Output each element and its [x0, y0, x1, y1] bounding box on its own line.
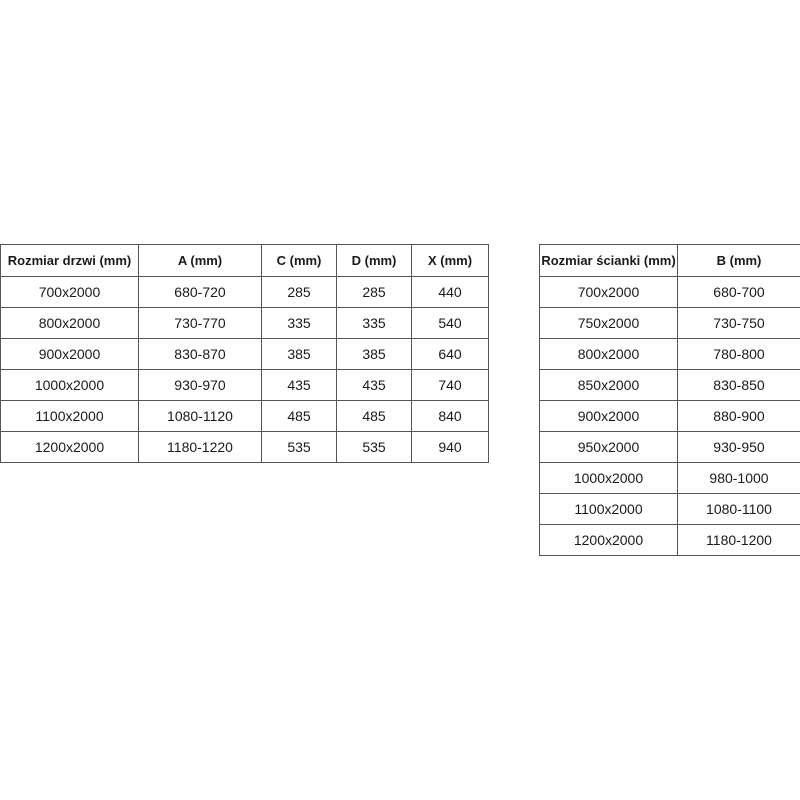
- table-row: 700x2000 680-720 285 285 440: [0, 276, 489, 308]
- table-cell: 680-720: [138, 276, 262, 308]
- table-row: 1200x2000 1180-1220 535 535 940: [0, 431, 489, 463]
- table-cell: 1180-1220: [138, 431, 262, 463]
- table-cell: 950x2000: [539, 431, 678, 463]
- table-cell: 900x2000: [539, 400, 678, 432]
- table-cell: 285: [336, 276, 412, 308]
- door-size-table: Rozmiar drzwi (mm) A (mm) C (mm) D (mm) X (m…: [0, 244, 489, 463]
- table-cell: 1000x2000: [0, 369, 139, 401]
- column-header: D (mm): [336, 244, 412, 277]
- table-header-row: Rozmiar ścianki (mm) B (mm): [539, 244, 800, 277]
- table-cell: 335: [336, 307, 412, 339]
- table-cell: 1200x2000: [0, 431, 139, 463]
- table-cell: 385: [261, 338, 337, 370]
- column-header: A (mm): [138, 244, 262, 277]
- table-cell: 1180-1200: [677, 524, 800, 556]
- table-cell: 830-850: [677, 369, 800, 401]
- table-cell: 730-750: [677, 307, 800, 339]
- table-row: 800x2000 730-770 335 335 540: [0, 307, 489, 339]
- table-cell: 740: [411, 369, 489, 401]
- table-row: 800x2000 780-800: [539, 338, 800, 370]
- table-header-row: Rozmiar drzwi (mm) A (mm) C (mm) D (mm) X (m…: [0, 244, 489, 277]
- table-row: 1100x2000 1080-1100: [539, 493, 800, 525]
- table-row: 1100x2000 1080-1120 485 485 840: [0, 400, 489, 432]
- table-cell: 780-800: [677, 338, 800, 370]
- table-row: 1200x2000 1180-1200: [539, 524, 800, 556]
- table-cell: 485: [261, 400, 337, 432]
- column-header: X (mm): [411, 244, 489, 277]
- table-cell: 1080-1100: [677, 493, 800, 525]
- table-cell: 840: [411, 400, 489, 432]
- table-cell: 930-950: [677, 431, 800, 463]
- column-header: C (mm): [261, 244, 337, 277]
- table-cell: 800x2000: [0, 307, 139, 339]
- table-cell: 1000x2000: [539, 462, 678, 494]
- table-row: 1000x2000 980-1000: [539, 462, 800, 494]
- table-cell: 540: [411, 307, 489, 339]
- table-cell: 385: [336, 338, 412, 370]
- table-cell: 285: [261, 276, 337, 308]
- table-cell: 1200x2000: [539, 524, 678, 556]
- table-cell: 435: [261, 369, 337, 401]
- table-row: 900x2000 880-900: [539, 400, 800, 432]
- table-cell: 640: [411, 338, 489, 370]
- table-cell: 930-970: [138, 369, 262, 401]
- table-cell: 900x2000: [0, 338, 139, 370]
- table-row: 700x2000 680-700: [539, 276, 800, 308]
- table-cell: 535: [261, 431, 337, 463]
- table-cell: 440: [411, 276, 489, 308]
- table-cell: 680-700: [677, 276, 800, 308]
- table-cell: 485: [336, 400, 412, 432]
- column-header: Rozmiar ścianki (mm): [539, 244, 678, 277]
- table-cell: 1100x2000: [0, 400, 139, 432]
- table-cell: 800x2000: [539, 338, 678, 370]
- table-cell: 980-1000: [677, 462, 800, 494]
- table-row: 950x2000 930-950: [539, 431, 800, 463]
- table-cell: 335: [261, 307, 337, 339]
- table-cell: 730-770: [138, 307, 262, 339]
- table-cell: 700x2000: [0, 276, 139, 308]
- table-cell: 750x2000: [539, 307, 678, 339]
- table-cell: 700x2000: [539, 276, 678, 308]
- table-row: 750x2000 730-750: [539, 307, 800, 339]
- column-header: Rozmiar drzwi (mm): [0, 244, 139, 277]
- table-cell: 1100x2000: [539, 493, 678, 525]
- table-cell: 535: [336, 431, 412, 463]
- column-header: B (mm): [677, 244, 800, 277]
- table-row: 1000x2000 930-970 435 435 740: [0, 369, 489, 401]
- table-cell: 435: [336, 369, 412, 401]
- table-row: 900x2000 830-870 385 385 640: [0, 338, 489, 370]
- table-cell: 880-900: [677, 400, 800, 432]
- table-cell: 940: [411, 431, 489, 463]
- table-row: 850x2000 830-850: [539, 369, 800, 401]
- table-cell: 830-870: [138, 338, 262, 370]
- table-cell: 850x2000: [539, 369, 678, 401]
- wall-size-table: Rozmiar ścianki (mm) B (mm) 700x2000 680-7…: [539, 244, 800, 556]
- table-cell: 1080-1120: [138, 400, 262, 432]
